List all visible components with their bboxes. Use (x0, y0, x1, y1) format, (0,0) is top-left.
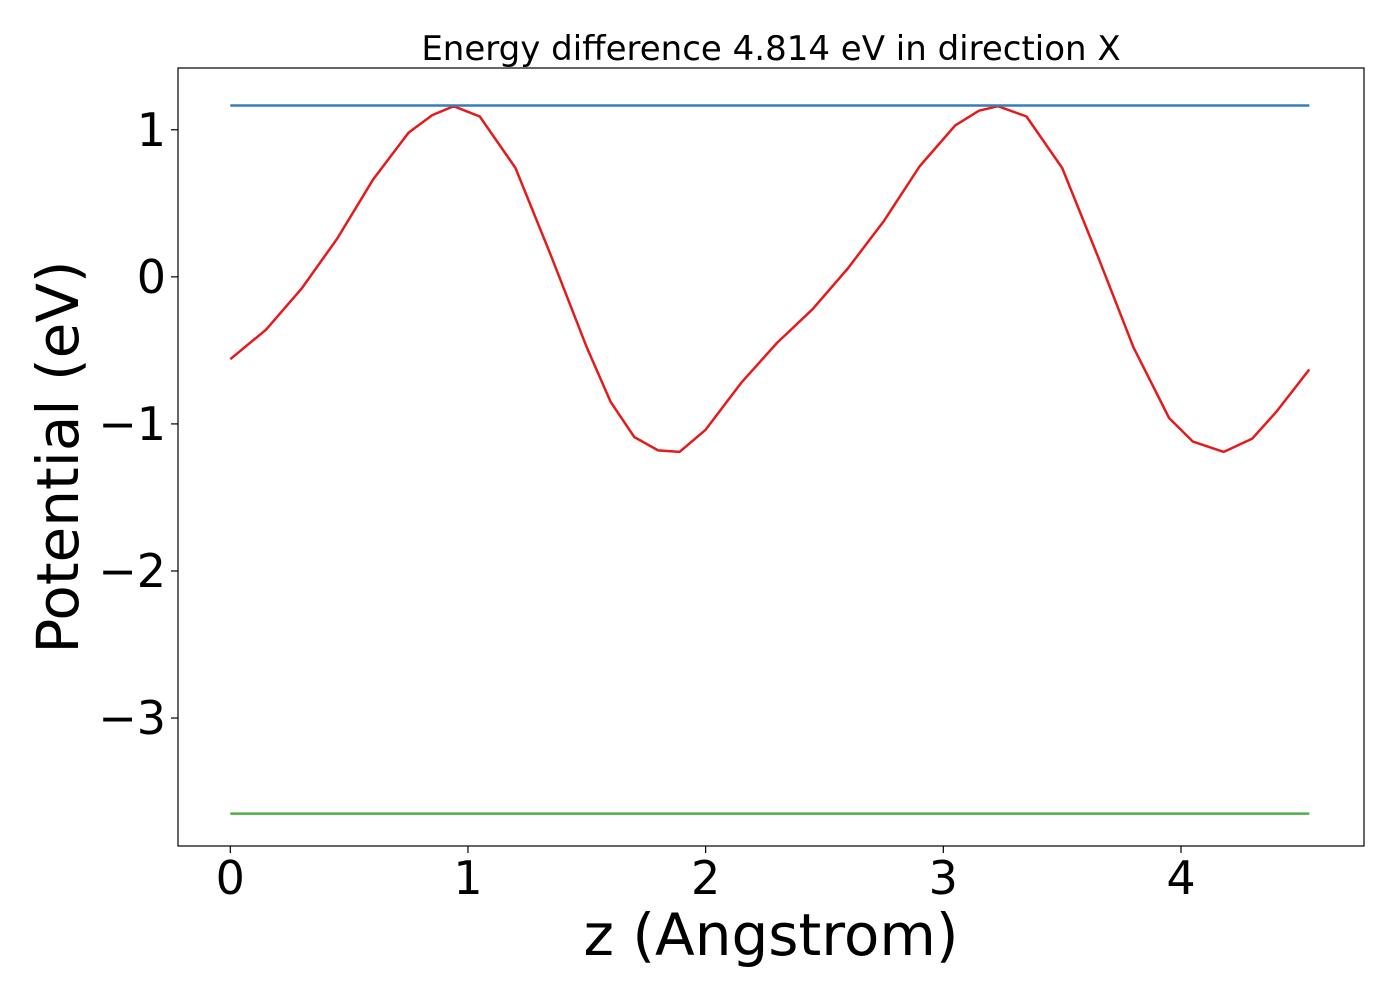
chart-title: Energy difference 4.814 eV in direction … (421, 29, 1120, 69)
x-axis-label: z (Angstrom) (584, 901, 959, 969)
x-tick-label: 3 (929, 851, 958, 905)
x-tick-label: 4 (1166, 851, 1195, 905)
axes-frame (177, 67, 1365, 847)
y-tick-label: 1 (137, 103, 166, 157)
y-tick-label: −1 (98, 397, 166, 451)
y-tick-label: −2 (98, 544, 166, 598)
x-tick-label: 0 (216, 851, 245, 905)
x-axis: 0 1 2 3 4 (216, 846, 1196, 905)
y-axis: 1 0 −1 −2 −3 (98, 103, 178, 745)
y-tick-label: −3 (98, 691, 166, 745)
y-tick-label: 0 (137, 250, 166, 304)
series-line-0 (229, 104, 1311, 454)
y-axis-label: Potential (eV) (24, 260, 92, 653)
x-tick-label: 1 (453, 851, 482, 905)
x-tick-label: 2 (691, 851, 720, 905)
plot-area (229, 104, 1311, 815)
